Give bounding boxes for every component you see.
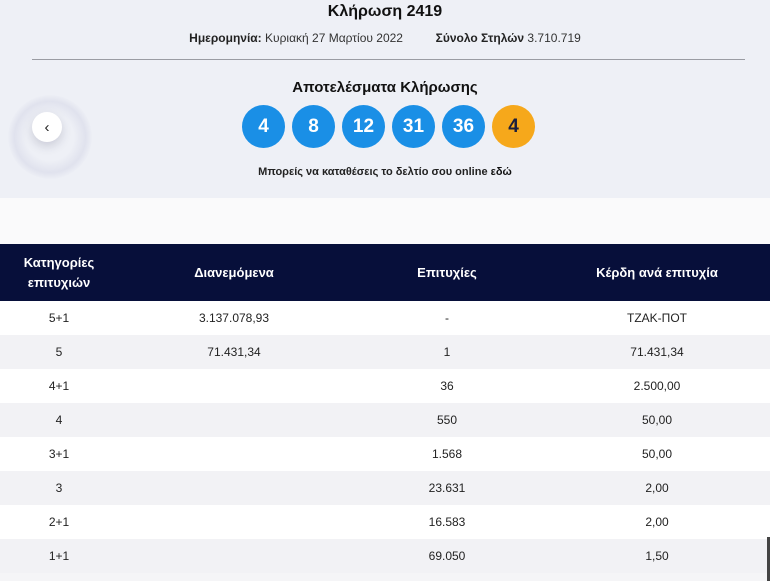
- winners-cell: 23.631: [428, 481, 466, 495]
- table-header-row: Κατηγορίες επιτυχιών Διανεμόμενα Επιτυχί…: [0, 244, 770, 301]
- online-notice: Μπορείς να καταθέσεις το δελτίο σου onli…: [0, 166, 770, 178]
- table-row: 4 550 50,00: [0, 403, 770, 437]
- number-ball: 36: [442, 105, 485, 148]
- category-cell: 4+1: [48, 379, 70, 393]
- distributed-cell: 71.431,34: [207, 345, 261, 359]
- table-row: 4+1 36 2.500,00: [0, 369, 770, 403]
- distributed-cell: [118, 539, 350, 573]
- prize-cell: 1,50: [645, 549, 669, 563]
- category-cell: 5: [55, 345, 63, 359]
- scrollbar-edge[interactable]: [767, 537, 770, 581]
- winners-cell: 1: [443, 345, 451, 359]
- distributed-cell: [118, 505, 350, 539]
- winners-cell: 1.568: [431, 447, 463, 461]
- header-categories: Κατηγορίες επιτυχιών: [0, 244, 118, 301]
- divider: [32, 59, 745, 60]
- winners-cell: 36: [440, 379, 454, 393]
- draw-title: Κλήρωση 2419: [327, 3, 443, 20]
- date-value: Κυριακή 27 Μαρτίου 2022: [265, 31, 403, 45]
- number-ball: 12: [342, 105, 385, 148]
- table-row: 3+1 1.568 50,00: [0, 437, 770, 471]
- winners-cell: 69.050: [428, 549, 466, 563]
- columns-label: Σύνολο Στηλών: [435, 31, 525, 45]
- category-cell: 3: [55, 481, 63, 495]
- winners-cell: -: [445, 311, 449, 325]
- prize-cell: 2,00: [645, 481, 669, 495]
- draw-meta: Ημερομηνία: Κυριακή 27 Μαρτίου 2022 Σύνο…: [0, 31, 770, 45]
- online-text: Μπορείς να καταθέσεις το δελτίο σου onli…: [258, 166, 491, 178]
- prize-cell: 71.431,34: [630, 345, 684, 359]
- table-row: 2+1 16.583 2,00: [0, 505, 770, 539]
- category-cell: 2+1: [48, 515, 70, 529]
- header-distributed: Διανεμόμενα: [194, 264, 274, 280]
- previous-draw-button[interactable]: ‹: [32, 112, 62, 142]
- table-row: 1+1 69.050 1,50: [0, 539, 770, 573]
- online-link[interactable]: εδώ: [490, 166, 512, 178]
- distributed-cell: [118, 403, 350, 437]
- columns-value: 3.710.719: [527, 31, 581, 45]
- chevron-left-icon: ‹: [44, 118, 50, 136]
- results-title: Αποτελέσματα Κλήρωσης: [292, 79, 478, 96]
- prize-cell: 50,00: [641, 447, 673, 461]
- bonus-ball: 4: [492, 105, 535, 148]
- prize-cell: 2.500,00: [633, 379, 681, 393]
- distributed-cell: [118, 471, 350, 505]
- prize-cell: ΤΖΑΚ-ΠΟΤ: [627, 311, 687, 325]
- spacer: [0, 198, 770, 244]
- date-label: Ημερομηνία:: [189, 31, 262, 45]
- winners-cell: 550: [436, 413, 458, 427]
- winners-cell: 16.583: [428, 515, 466, 529]
- number-ball: 31: [392, 105, 435, 148]
- table-row: 5+1 3.137.078,93 - ΤΖΑΚ-ΠΟΤ: [0, 301, 770, 335]
- category-cell: 1+1: [48, 549, 70, 563]
- category-cell: 3+1: [48, 447, 70, 461]
- prize-table: Κατηγορίες επιτυχιών Διανεμόμενα Επιτυχί…: [0, 244, 770, 573]
- table-row: 3 23.631 2,00: [0, 471, 770, 505]
- header-winners: Επιτυχίες: [417, 264, 477, 280]
- prize-cell: 2,00: [645, 515, 669, 529]
- header-prize: Κέρδη ανά επιτυχία: [596, 264, 718, 280]
- category-cell: 4: [55, 413, 63, 427]
- prize-cell: 50,00: [641, 413, 673, 427]
- distributed-cell: [118, 369, 350, 403]
- distributed-cell: [118, 437, 350, 471]
- number-ball: 4: [242, 105, 285, 148]
- distributed-cell: 3.137.078,93: [198, 311, 270, 325]
- winning-numbers: 4 8 12 31 36 4: [242, 105, 535, 148]
- header-categories-label: Κατηγορίες επιτυχιών: [23, 254, 95, 290]
- number-ball: 8: [292, 105, 335, 148]
- category-cell: 5+1: [48, 311, 70, 325]
- table-row: 5 71.431,34 1 71.431,34: [0, 335, 770, 369]
- draw-header-panel: Κλήρωση 2419 Ημερομηνία: Κυριακή 27 Μαρτ…: [0, 0, 770, 198]
